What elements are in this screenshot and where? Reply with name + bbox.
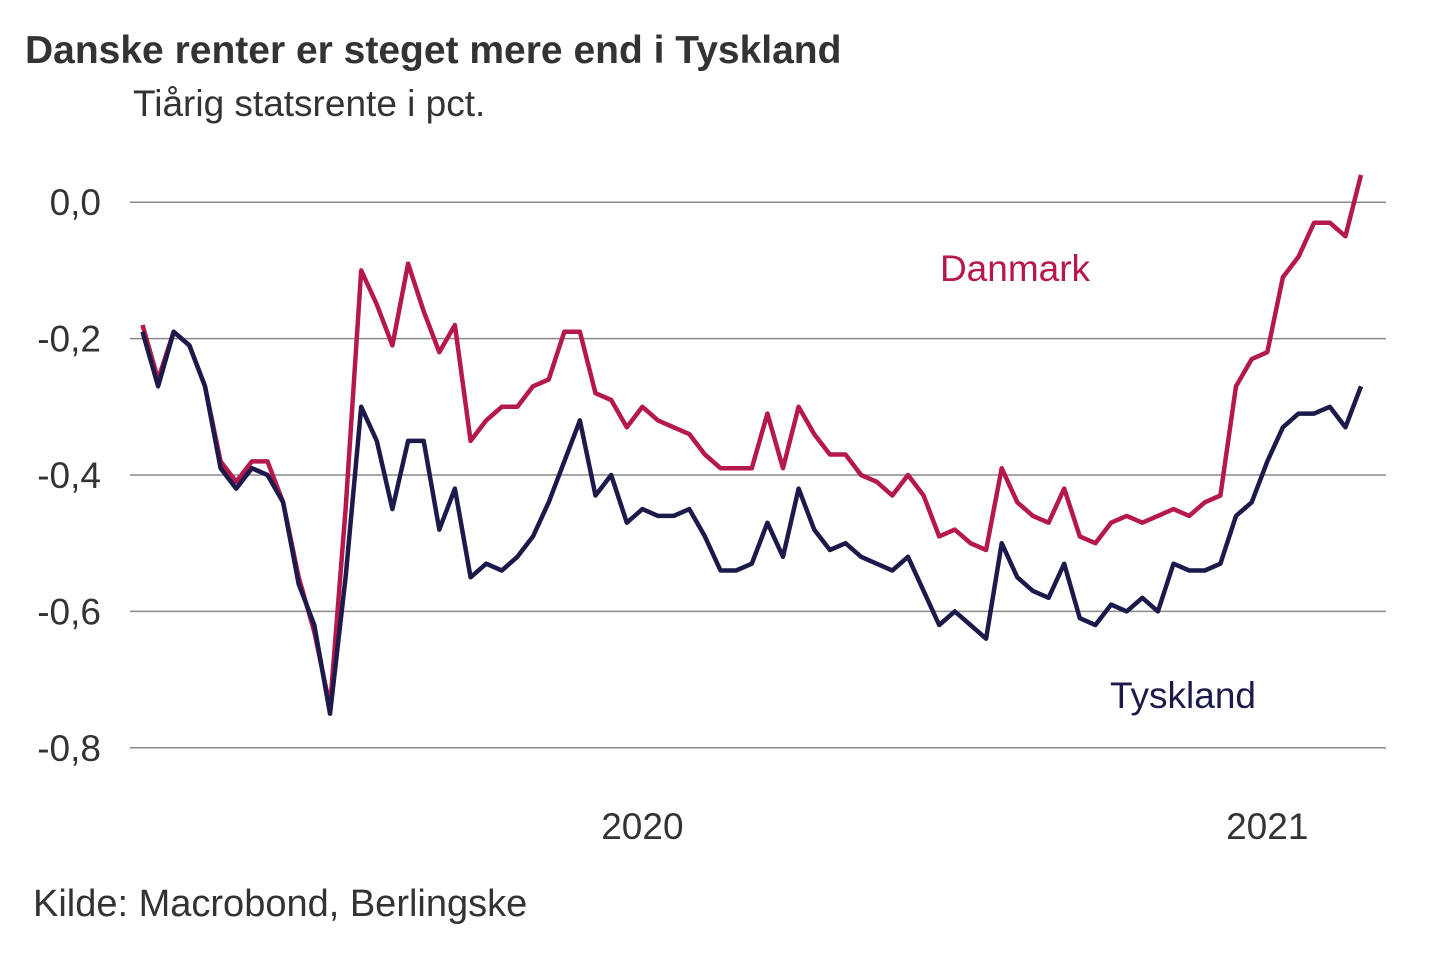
chart-subtitle: Tiårig statsrente i pct.	[133, 83, 485, 124]
chart-title: Danske renter er steget mere end i Tyskl…	[25, 29, 841, 72]
y-tick-label: -0,2	[37, 319, 101, 360]
series-label: Tyskland	[1110, 675, 1256, 716]
y-tick-label: -0,8	[37, 728, 101, 769]
x-tick-label: 2021	[1226, 806, 1308, 847]
y-tick-label: -0,4	[37, 455, 101, 496]
y-tick-label: -0,6	[37, 591, 101, 632]
source: Kilde: Macrobond, Berlingske	[33, 883, 527, 925]
y-tick-label: 0,0	[50, 182, 101, 223]
series-line	[140, 329, 1364, 716]
series-label: Danmark	[940, 248, 1091, 289]
x-tick-label: 2020	[601, 806, 683, 847]
series-line	[140, 174, 1364, 710]
